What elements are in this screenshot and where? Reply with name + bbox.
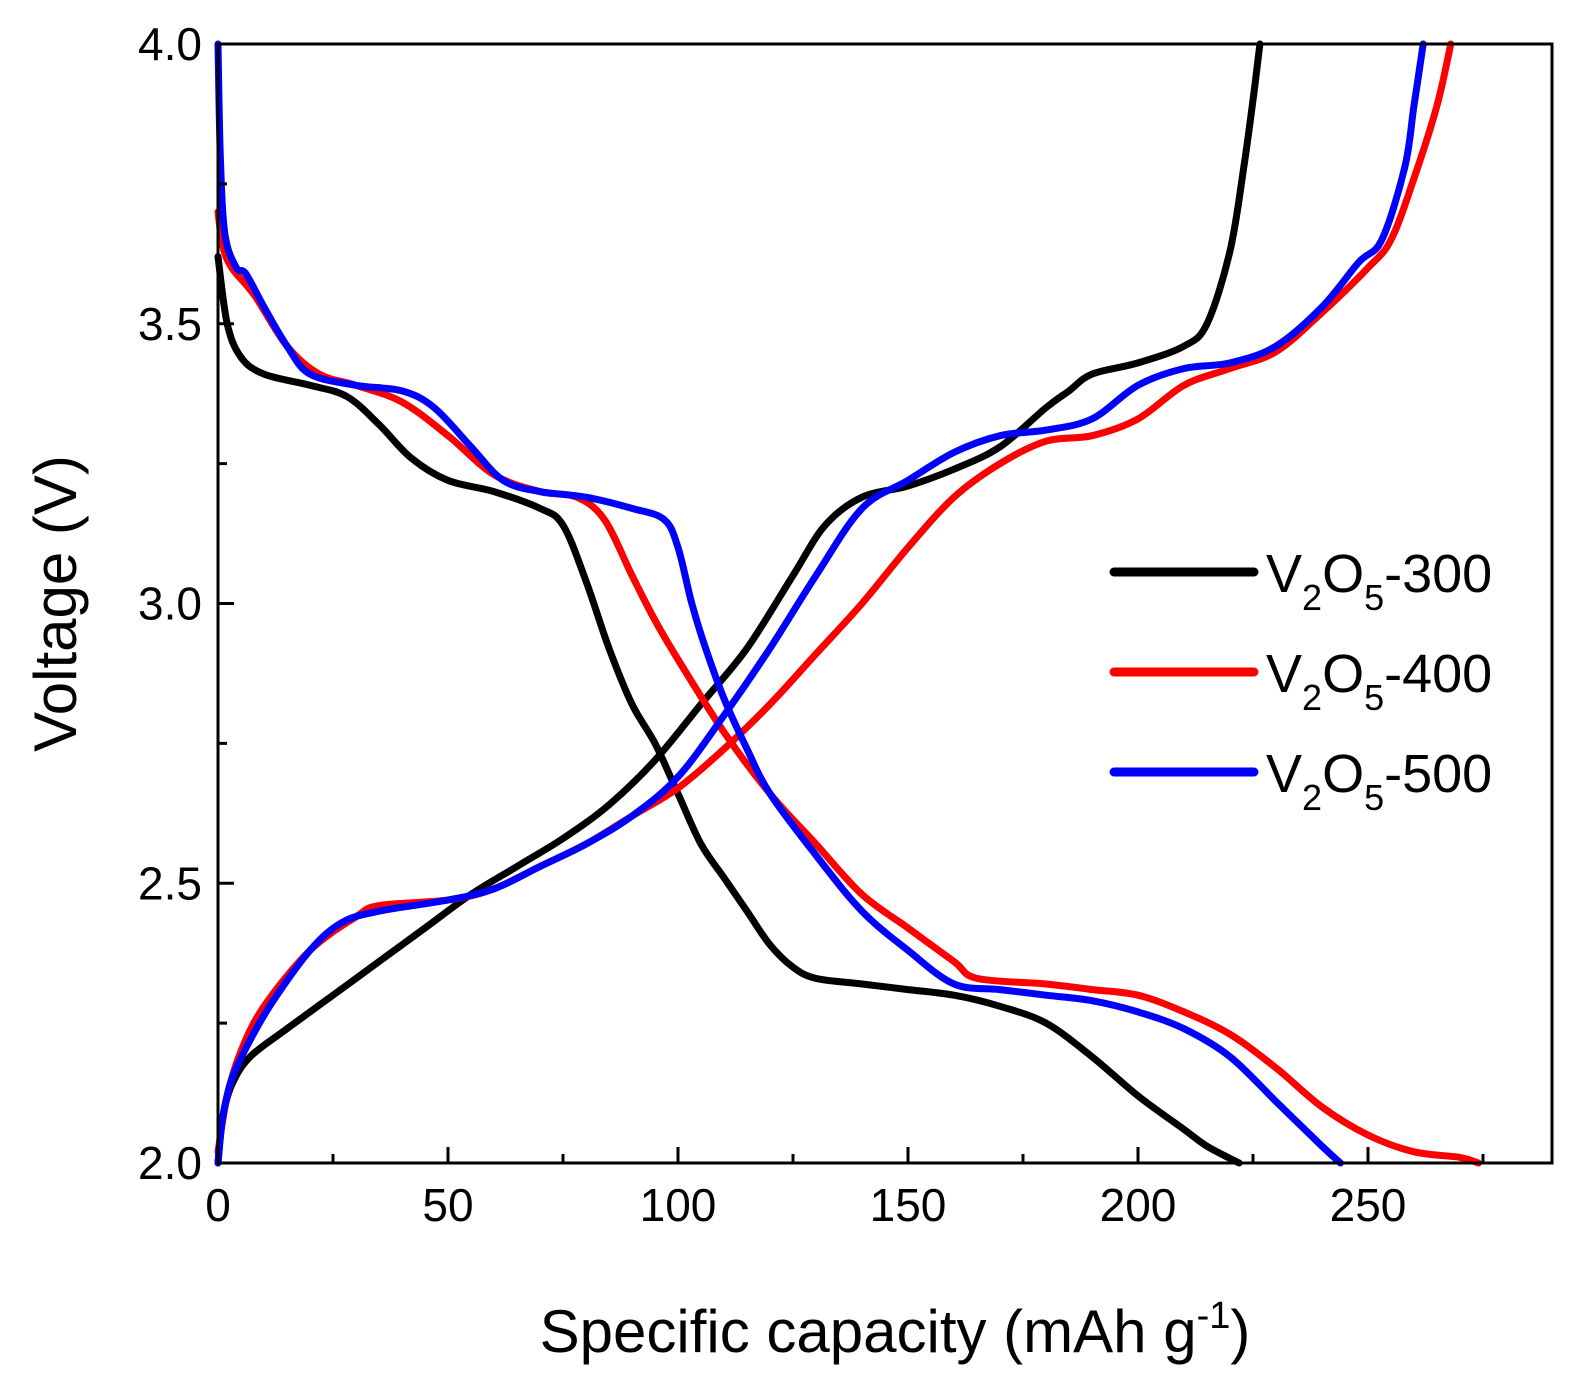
x-tick-label: 0 — [205, 1179, 231, 1231]
legend-subscript: 2 — [1302, 677, 1322, 718]
legend-subscript: 5 — [1364, 777, 1384, 818]
legend-subscript: 2 — [1302, 577, 1322, 618]
legend-text-part: O — [1322, 744, 1364, 804]
x-tick-label: 100 — [640, 1179, 717, 1231]
y-tick-label: 3.0 — [138, 578, 202, 630]
y-tick-label: 2.0 — [138, 1137, 202, 1189]
tick-label-layer: 0 50 100 150 200 250 2.0 2.5 3.0 3.5 4.0 — [138, 18, 1406, 1231]
legend-text-part: V — [1266, 644, 1302, 704]
x-axis-title: Specific capacity (mAh g-1) — [540, 1295, 1251, 1365]
legend-text-part: -400 — [1384, 644, 1492, 704]
legend-subscript: 5 — [1364, 677, 1384, 718]
series-3-discharge-line — [214, 40, 1344, 1167]
series-3-charge-line — [214, 40, 1427, 1167]
x-tick-label: 50 — [422, 1179, 473, 1231]
legend-text-part: -300 — [1384, 544, 1492, 604]
curve-layer — [214, 40, 1482, 1167]
legend-subscript: 5 — [1364, 577, 1384, 618]
x-tick-label: 200 — [1100, 1179, 1177, 1231]
legend-label-1: V2O5-300 — [1266, 544, 1492, 618]
legend-subscript: 2 — [1302, 777, 1322, 818]
series-1-discharge-line — [214, 253, 1243, 1167]
tick-layer — [216, 42, 1485, 1165]
y-tick-label: 3.5 — [138, 298, 202, 350]
x-axis-title-superscript: -1 — [1197, 1295, 1231, 1337]
legend-label-2: V2O5-400 — [1266, 644, 1492, 718]
legend-text-part: V — [1266, 544, 1302, 604]
series-1-charge-line — [214, 40, 1264, 1167]
legend-text-part: -500 — [1384, 744, 1492, 804]
legend-text-part: V — [1266, 744, 1302, 804]
legend-label-3: V2O5-500 — [1266, 744, 1492, 818]
x-axis-title-close: ) — [1230, 1298, 1250, 1365]
x-tick-label: 250 — [1330, 1179, 1407, 1231]
x-axis-title-main: Specific capacity (mAh g — [540, 1298, 1197, 1365]
legend-text-part: O — [1322, 544, 1364, 604]
y-tick-label: 2.5 — [138, 857, 202, 909]
y-axis-title: Voltage (V) — [22, 455, 89, 752]
y-tick-label: 4.0 — [138, 18, 202, 70]
x-tick-label: 150 — [870, 1179, 947, 1231]
legend-text-part: O — [1322, 644, 1364, 704]
